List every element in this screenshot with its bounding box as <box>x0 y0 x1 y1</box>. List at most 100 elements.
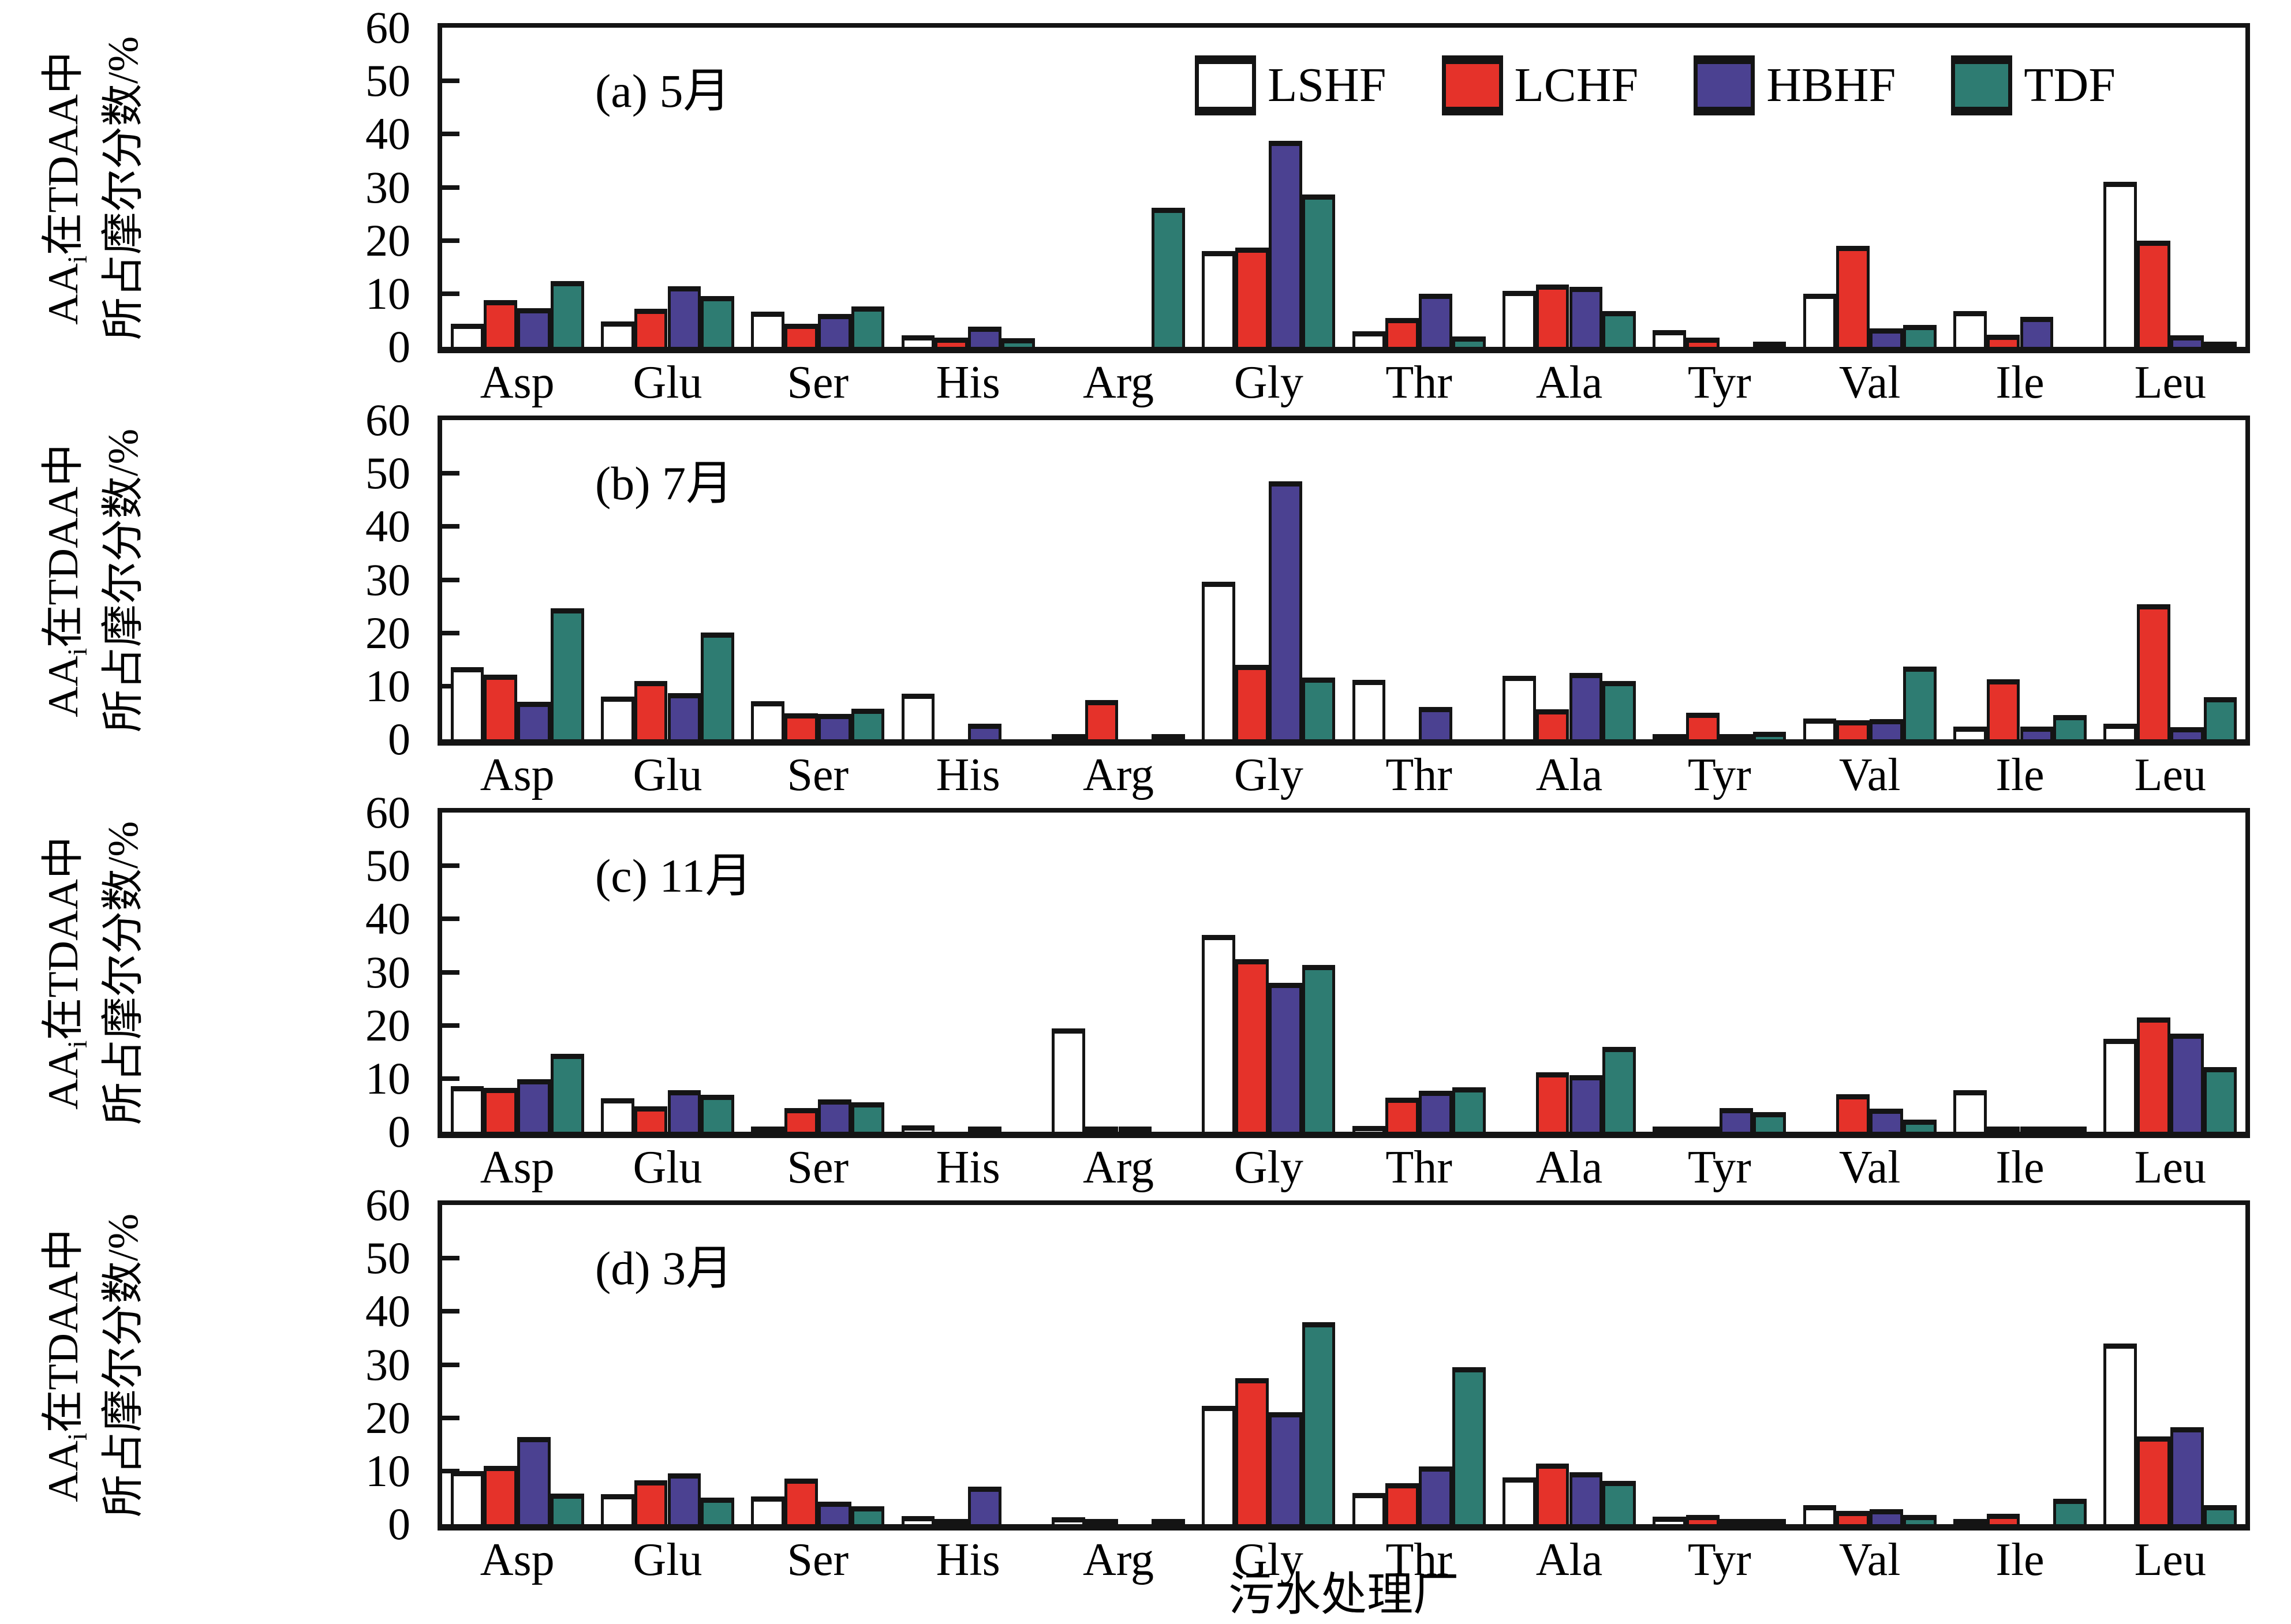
bar-hbhf-gly <box>1268 141 1302 347</box>
x-category-label-glu: Glu <box>633 357 702 408</box>
bar-hbhf-his <box>968 1487 1001 1524</box>
y-tick-label: 40 <box>365 108 410 159</box>
x-category-label-thr: Thr <box>1385 750 1452 800</box>
bar-lchf-gly <box>1235 664 1269 739</box>
bar-lchf-leu <box>2137 1436 2170 1524</box>
bar-lshf-gly <box>1202 582 1236 739</box>
bar-hbhf-ala <box>1569 286 1603 347</box>
bar-tdf-thr <box>1452 1087 1486 1132</box>
bar-lchf-ile <box>1986 334 2020 347</box>
bar-lshf-asp <box>450 1086 484 1132</box>
y-tick-label: 10 <box>365 268 410 319</box>
bar-lchf-glu <box>634 1106 668 1132</box>
x-category-label-thr: Thr <box>1385 1535 1452 1585</box>
bar-tdf-tyr <box>1752 1519 1787 1524</box>
bar-lshf-ser <box>751 701 785 739</box>
bar-tdf-leu <box>2203 697 2237 739</box>
legend: LSHF LCHF HBHF TDF <box>1195 55 2116 115</box>
x-category-label-gly: Gly <box>1234 1535 1303 1585</box>
bar-lshf-his <box>901 335 935 347</box>
bar-tdf-thr <box>1452 1367 1486 1524</box>
bar-lshf-ala <box>1502 291 1536 347</box>
bar-lchf-ser <box>784 1478 818 1524</box>
bar-hbhf-val <box>1870 1509 1903 1524</box>
bar-tdf-ala <box>1602 1481 1636 1524</box>
bar-hbhf-leu <box>2170 1034 2204 1132</box>
bar-lchf-asp <box>484 300 518 347</box>
bar-lchf-leu <box>2137 240 2170 347</box>
bar-lshf-ile <box>1953 1519 1987 1524</box>
bar-tdf-glu <box>701 632 735 739</box>
bar-hbhf-asp <box>517 701 551 739</box>
y-tick-mark <box>442 1076 459 1081</box>
bar-tdf-asp <box>550 280 584 347</box>
panel-a-may: (a) 5月 LSHF LCHF HBHF TDF 0 10 20 30 40 50 60 A… <box>365 5 2250 406</box>
bar-lshf-glu <box>600 321 634 347</box>
bar-hbhf-gly <box>1268 982 1302 1132</box>
x-category-label-ala: Ala <box>1535 750 1603 800</box>
y-tick-label: 20 <box>365 215 410 265</box>
bar-lchf-his <box>935 1519 969 1524</box>
bar-hbhf-leu <box>2170 727 2204 739</box>
bar-lshf-gly <box>1202 934 1236 1132</box>
x-category-label-glu: Glu <box>633 750 702 800</box>
bar-lshf-his <box>901 693 935 739</box>
x-category-label-thr: Thr <box>1385 357 1452 408</box>
bar-lshf-gly <box>1202 251 1236 347</box>
legend-swatch-lchf <box>1441 55 1503 115</box>
bar-hbhf-glu <box>667 1090 701 1132</box>
bar-lchf-asp <box>484 1465 518 1524</box>
bar-lshf-his <box>901 1125 935 1132</box>
bar-hbhf-asp <box>517 308 551 347</box>
x-category-label-tyr: Tyr <box>1687 750 1751 800</box>
legend-label-tdf: TDF <box>2024 58 2116 112</box>
x-category-label-gly: Gly <box>1234 357 1303 408</box>
bar-lshf-glu <box>600 697 634 739</box>
x-category-label-ala: Ala <box>1535 1142 1603 1193</box>
bar-lchf-ala <box>1535 285 1569 347</box>
bar-tdf-gly <box>1302 194 1336 347</box>
bar-tdf-asp <box>550 608 584 739</box>
x-category-label-his: His <box>936 357 1000 408</box>
bar-tdf-val <box>1903 1515 1937 1524</box>
y-tick-label: 60 <box>365 395 410 445</box>
x-category-label-val: Val <box>1838 1535 1901 1585</box>
bar-hbhf-ser <box>817 1099 851 1132</box>
bar-hbhf-tyr <box>1719 1519 1753 1524</box>
bar-hbhf-ile <box>2020 726 2054 739</box>
bar-lchf-tyr <box>1686 712 1720 739</box>
bar-tdf-gly <box>1302 1322 1336 1524</box>
bar-lshf-his <box>901 1516 935 1524</box>
bar-hbhf-thr <box>1419 1466 1452 1524</box>
bar-tdf-ile <box>2053 714 2087 739</box>
y-tick-mark <box>442 1415 459 1420</box>
bar-hbhf-ala <box>1569 1472 1603 1524</box>
y-tick-label: 50 <box>365 1233 410 1284</box>
bar-tdf-tyr <box>1752 342 1787 347</box>
bar-tdf-ala <box>1602 1047 1636 1132</box>
y-tick-label: 30 <box>365 946 410 997</box>
bar-tdf-tyr <box>1752 1112 1787 1132</box>
x-category-label-gly: Gly <box>1234 1142 1303 1193</box>
bar-hbhf-glu <box>667 1473 701 1524</box>
bar-lshf-tyr <box>1653 330 1687 347</box>
y-tick-label: 20 <box>365 607 410 658</box>
bar-hbhf-glu <box>667 693 701 739</box>
panel-label-d: (d) 3月 <box>595 1242 734 1294</box>
bar-hbhf-ser <box>817 1502 851 1524</box>
x-category-label-leu: Leu <box>2134 1535 2207 1585</box>
bar-lshf-leu <box>2103 1038 2137 1132</box>
bar-lchf-tyr <box>1686 1515 1720 1524</box>
y-tick-mark <box>442 471 459 476</box>
legend-entry-lchf: LCHF <box>1441 55 1638 115</box>
legend-entry-hbhf: HBHF <box>1694 55 1896 115</box>
bar-tdf-arg <box>1152 734 1186 739</box>
bar-lshf-asp <box>450 324 484 347</box>
bar-hbhf-ser <box>817 313 851 347</box>
x-category-label-asp: Asp <box>480 1535 555 1585</box>
bar-lshf-thr <box>1352 1125 1386 1132</box>
bar-tdf-tyr <box>1752 732 1787 739</box>
bar-lshf-glu <box>600 1494 634 1524</box>
x-category-label-thr: Thr <box>1385 1142 1452 1193</box>
bar-tdf-val <box>1903 325 1937 347</box>
